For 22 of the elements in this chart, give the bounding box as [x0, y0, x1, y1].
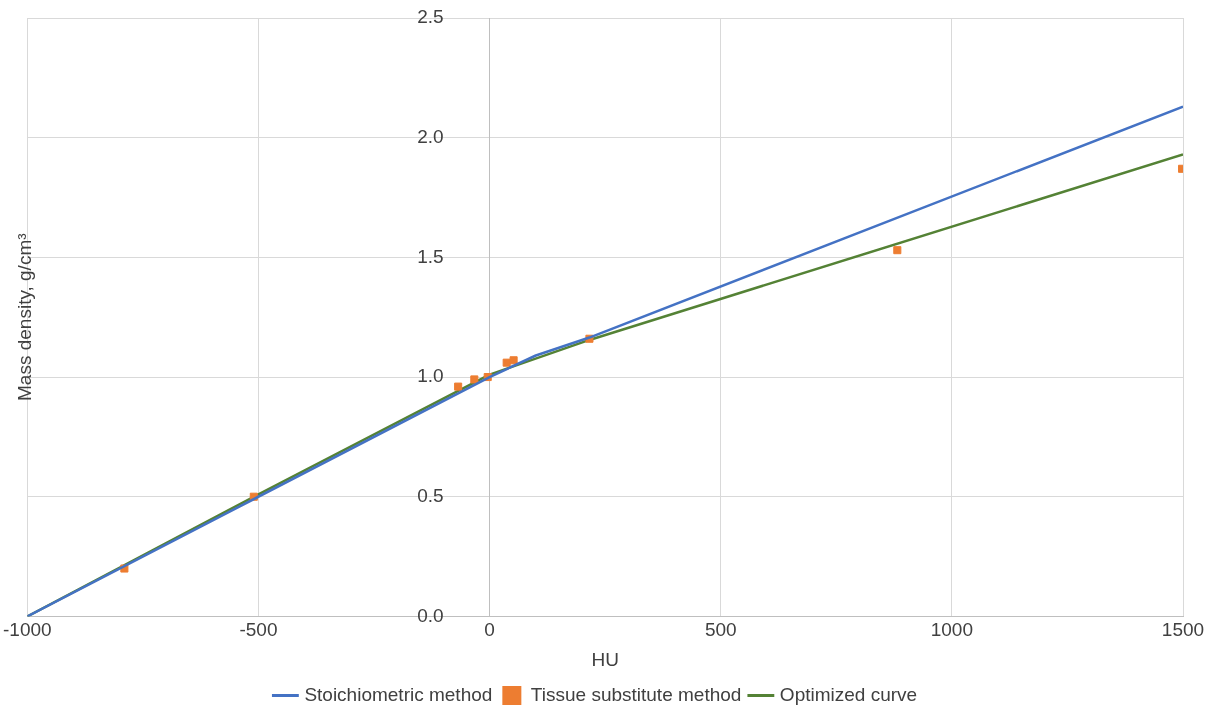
x-tick-label: 0: [484, 619, 495, 641]
point: [470, 375, 479, 384]
y-tick-label: 2.5: [417, 6, 444, 28]
x-axis-title: HU: [591, 648, 619, 670]
x-tick-label: -1000: [2, 619, 52, 641]
x-tick-label: 1500: [1161, 619, 1205, 641]
y-tick-label: 0.5: [417, 484, 444, 506]
point: [502, 358, 511, 367]
x-tick-label: -500: [239, 619, 278, 641]
y-tick-label: 2.0: [417, 125, 444, 147]
point: [509, 356, 518, 365]
x-tick-label: 500: [704, 619, 737, 641]
point: [454, 382, 463, 391]
point: [893, 246, 902, 255]
y-tick-label: 1.0: [417, 365, 444, 387]
y-tick-label: 1.5: [417, 245, 444, 267]
x-tick-label: 1000: [930, 619, 973, 641]
legend-label: Tissue substitute method: [530, 683, 742, 705]
legend-label: Optimized curve: [779, 683, 918, 705]
y-axis-title: Mass density, g/cm³: [14, 233, 36, 401]
legend-label: Stoichiometric method: [304, 683, 493, 705]
y-tick-label: 0.0: [417, 604, 444, 626]
